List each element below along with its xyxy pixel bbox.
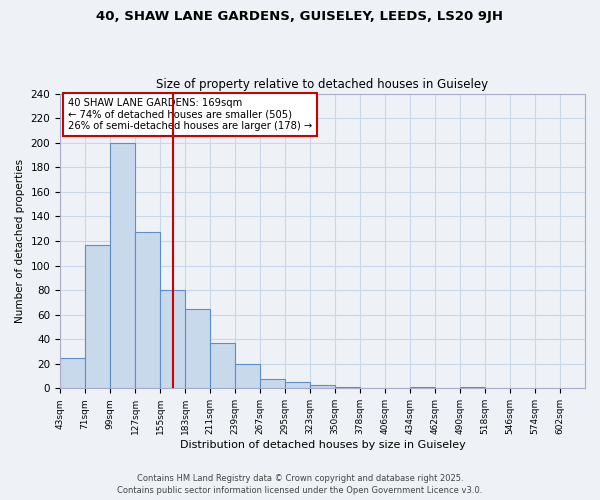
Title: Size of property relative to detached houses in Guiseley: Size of property relative to detached ho… [157, 78, 488, 91]
Bar [285, 382, 310, 388]
Bar [85, 244, 110, 388]
Bar [310, 384, 335, 388]
Bar [210, 343, 235, 388]
Bar [160, 290, 185, 388]
Bar [260, 378, 285, 388]
X-axis label: Distribution of detached houses by size in Guiseley: Distribution of detached houses by size … [179, 440, 466, 450]
Text: Contains HM Land Registry data © Crown copyright and database right 2025.
Contai: Contains HM Land Registry data © Crown c… [118, 474, 482, 495]
Bar [410, 387, 435, 388]
Bar [460, 387, 485, 388]
Text: 40, SHAW LANE GARDENS, GUISELEY, LEEDS, LS20 9JH: 40, SHAW LANE GARDENS, GUISELEY, LEEDS, … [97, 10, 503, 23]
Bar [185, 308, 210, 388]
Bar [110, 142, 135, 388]
Bar [135, 232, 160, 388]
Bar [60, 358, 85, 388]
Y-axis label: Number of detached properties: Number of detached properties [15, 159, 25, 323]
Bar [335, 387, 360, 388]
Bar [235, 364, 260, 388]
Text: 40 SHAW LANE GARDENS: 169sqm
← 74% of detached houses are smaller (505)
26% of s: 40 SHAW LANE GARDENS: 169sqm ← 74% of de… [68, 98, 312, 131]
